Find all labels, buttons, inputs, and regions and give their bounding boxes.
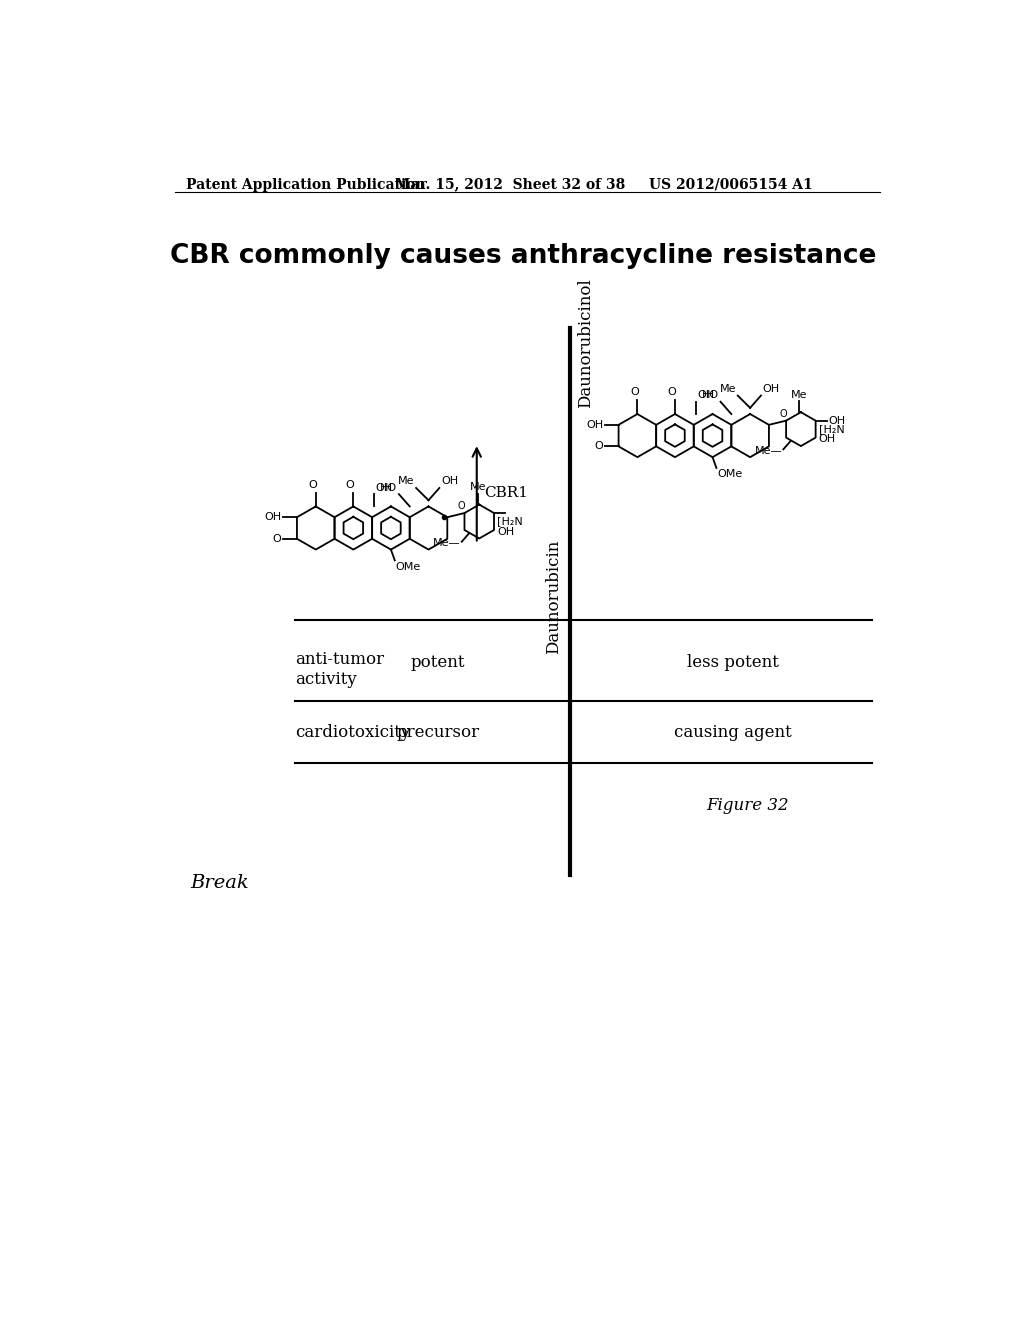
Text: CBR commonly causes anthracycline resistance: CBR commonly causes anthracycline resist… [170, 243, 877, 269]
Text: Mar. 15, 2012  Sheet 32 of 38: Mar. 15, 2012 Sheet 32 of 38 [395, 178, 626, 191]
Text: Me: Me [469, 482, 486, 492]
Text: US 2012/0065154 A1: US 2012/0065154 A1 [649, 178, 813, 191]
Text: Daunorubicinol: Daunorubicinol [578, 279, 595, 408]
Text: precursor: precursor [396, 723, 479, 741]
Text: [H₂N: [H₂N [498, 516, 523, 527]
Text: O: O [630, 387, 639, 397]
Text: Me: Me [398, 477, 415, 487]
Text: [H₂N: [H₂N [819, 424, 845, 434]
Text: O: O [779, 409, 786, 418]
Text: OH: OH [763, 384, 779, 395]
Text: Patent Application Publication: Patent Application Publication [186, 178, 426, 191]
Text: Me: Me [792, 389, 808, 400]
Text: OMe: OMe [395, 562, 421, 572]
Text: Me—: Me— [433, 539, 461, 548]
Text: OH: OH [376, 483, 392, 492]
Text: CBR1: CBR1 [484, 486, 528, 500]
Text: OH: OH [828, 416, 845, 425]
Text: potent: potent [411, 655, 465, 672]
Text: Me—: Me— [755, 446, 782, 455]
Text: O: O [668, 387, 676, 397]
Text: Me: Me [720, 384, 736, 395]
Text: O: O [308, 479, 317, 490]
Text: HO: HO [701, 391, 719, 400]
Text: Daunorubicin: Daunorubicin [545, 540, 562, 655]
Text: Break: Break [190, 875, 249, 892]
Text: OH: OH [586, 420, 603, 430]
Text: O: O [458, 502, 465, 511]
Text: OH: OH [819, 434, 836, 445]
Text: O: O [346, 479, 354, 490]
Text: OH: OH [441, 477, 458, 487]
Text: O: O [594, 441, 603, 451]
Text: OH: OH [498, 527, 514, 537]
Text: OMe: OMe [717, 470, 742, 479]
Text: Figure 32: Figure 32 [707, 797, 790, 814]
Text: O: O [272, 533, 282, 544]
Text: OH: OH [264, 512, 282, 523]
Text: less potent: less potent [686, 655, 778, 672]
Text: OH: OH [697, 391, 715, 400]
Text: anti-tumor
activity: anti-tumor activity [295, 651, 384, 688]
Text: causing agent: causing agent [674, 723, 792, 741]
Text: cardiotoxicity: cardiotoxicity [295, 723, 410, 741]
Text: HO: HO [380, 483, 397, 492]
